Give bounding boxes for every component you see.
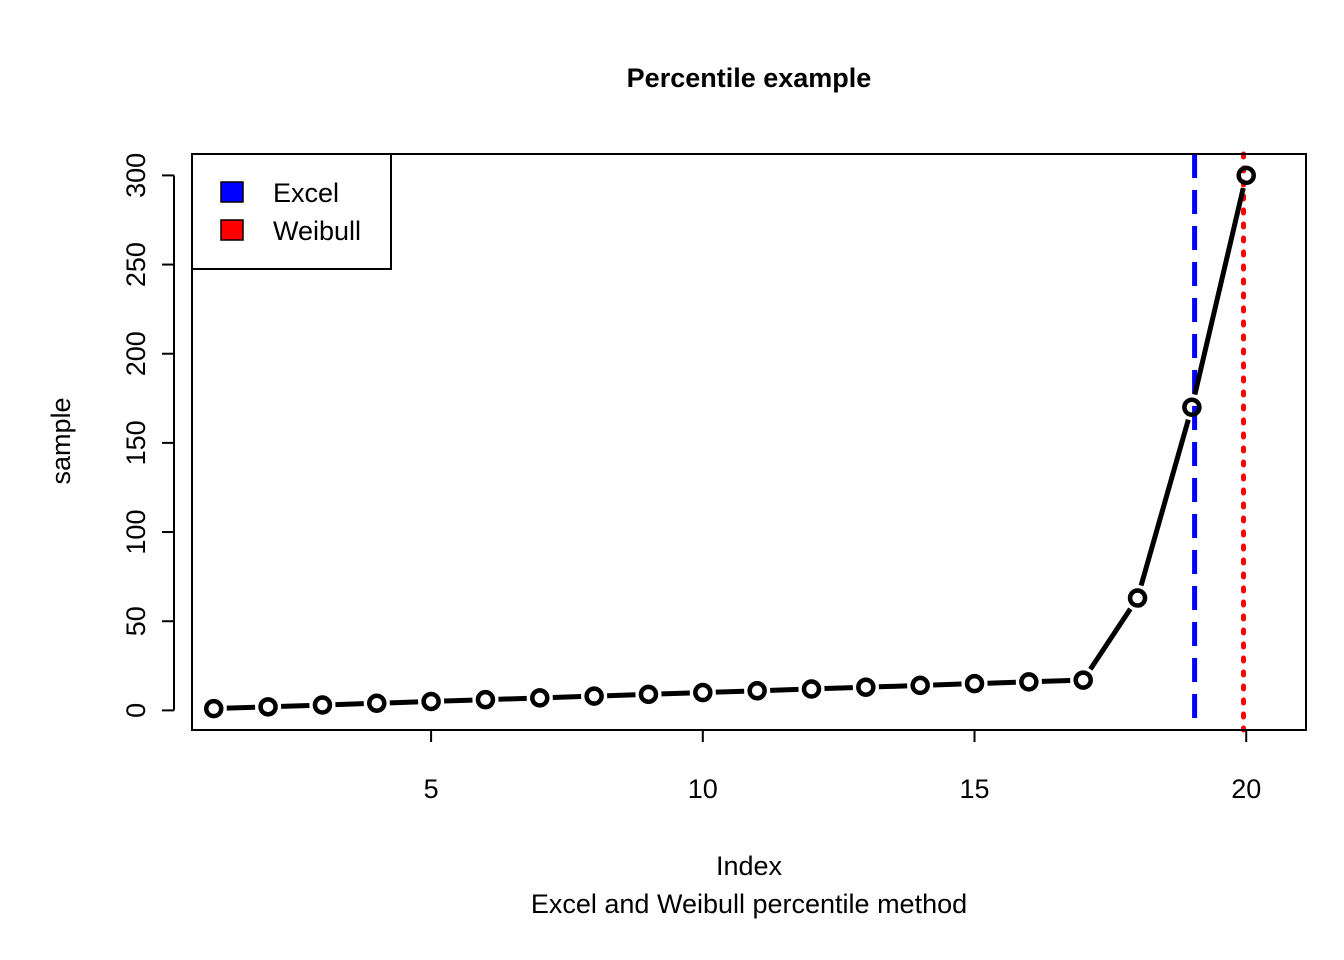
data-point	[801, 679, 822, 699]
chart-title: Percentile example	[627, 63, 872, 93]
y-tick-label: 0	[121, 703, 151, 718]
series-segment	[1088, 607, 1133, 671]
series-segment	[878, 683, 908, 690]
series-segment	[498, 695, 527, 702]
y-tick-label: 200	[121, 331, 151, 376]
data-point	[747, 681, 767, 701]
data-point	[312, 695, 333, 715]
x-tick-label: 10	[688, 774, 718, 804]
legend: Excel Weibull	[191, 153, 392, 270]
series-segment	[389, 699, 419, 706]
series-segment	[226, 704, 256, 711]
series-segment	[335, 701, 364, 708]
series-segment	[824, 685, 853, 692]
x-tick-label: 15	[959, 774, 989, 804]
y-tick-label: 300	[121, 153, 151, 198]
series-segment	[1138, 419, 1191, 587]
series-segment	[444, 697, 473, 704]
data-point	[964, 673, 985, 694]
data-point	[258, 697, 278, 717]
data-point	[693, 682, 713, 703]
data-point	[475, 689, 496, 710]
series-segment	[933, 681, 962, 688]
data-point	[1127, 588, 1148, 608]
series-segment	[770, 686, 799, 693]
series-segment	[1041, 677, 1071, 684]
y-tick-label: 50	[121, 606, 151, 636]
series-sample	[203, 165, 1256, 719]
x-tick-label: 5	[424, 774, 439, 804]
reference-lines	[1192, 151, 1247, 733]
series-segment	[552, 694, 582, 700]
series-segment	[715, 688, 745, 695]
data-point	[530, 688, 550, 708]
data-point	[1073, 670, 1093, 690]
plot-box	[191, 153, 1307, 731]
y-axis-title: sample	[46, 397, 76, 484]
legend-box	[191, 153, 392, 270]
x-axis-title: Index	[716, 851, 783, 881]
data-point	[638, 684, 659, 705]
y-tick-label: 250	[121, 242, 151, 287]
series-segment	[661, 690, 690, 697]
data-point	[203, 698, 224, 719]
data-point	[910, 675, 930, 696]
series-segment	[987, 679, 1016, 686]
data-point	[367, 693, 387, 714]
y-axis: 0 50 100 150 200 250 300	[121, 153, 175, 718]
chart-subtitle: Excel and Weibull percentile method	[531, 889, 967, 919]
data-point	[1182, 397, 1202, 417]
series-segment	[1192, 187, 1246, 396]
data-point	[1019, 672, 1039, 692]
x-tick-label: 20	[1231, 774, 1261, 804]
data-point	[421, 691, 441, 712]
series-segment	[280, 702, 310, 709]
data-point	[584, 686, 604, 706]
legend-label-excel: Excel	[273, 178, 339, 208]
y-tick-label: 150	[121, 420, 151, 465]
legend-swatch-weibull	[220, 219, 244, 241]
legend-swatch-excel	[220, 181, 244, 203]
data-point	[1236, 165, 1256, 186]
x-axis: 5 10 15 20	[424, 729, 1261, 804]
y-tick-label: 100	[121, 510, 151, 555]
series-segment	[607, 692, 636, 699]
legend-label-weibull: Weibull	[273, 216, 361, 246]
data-point	[856, 677, 876, 697]
